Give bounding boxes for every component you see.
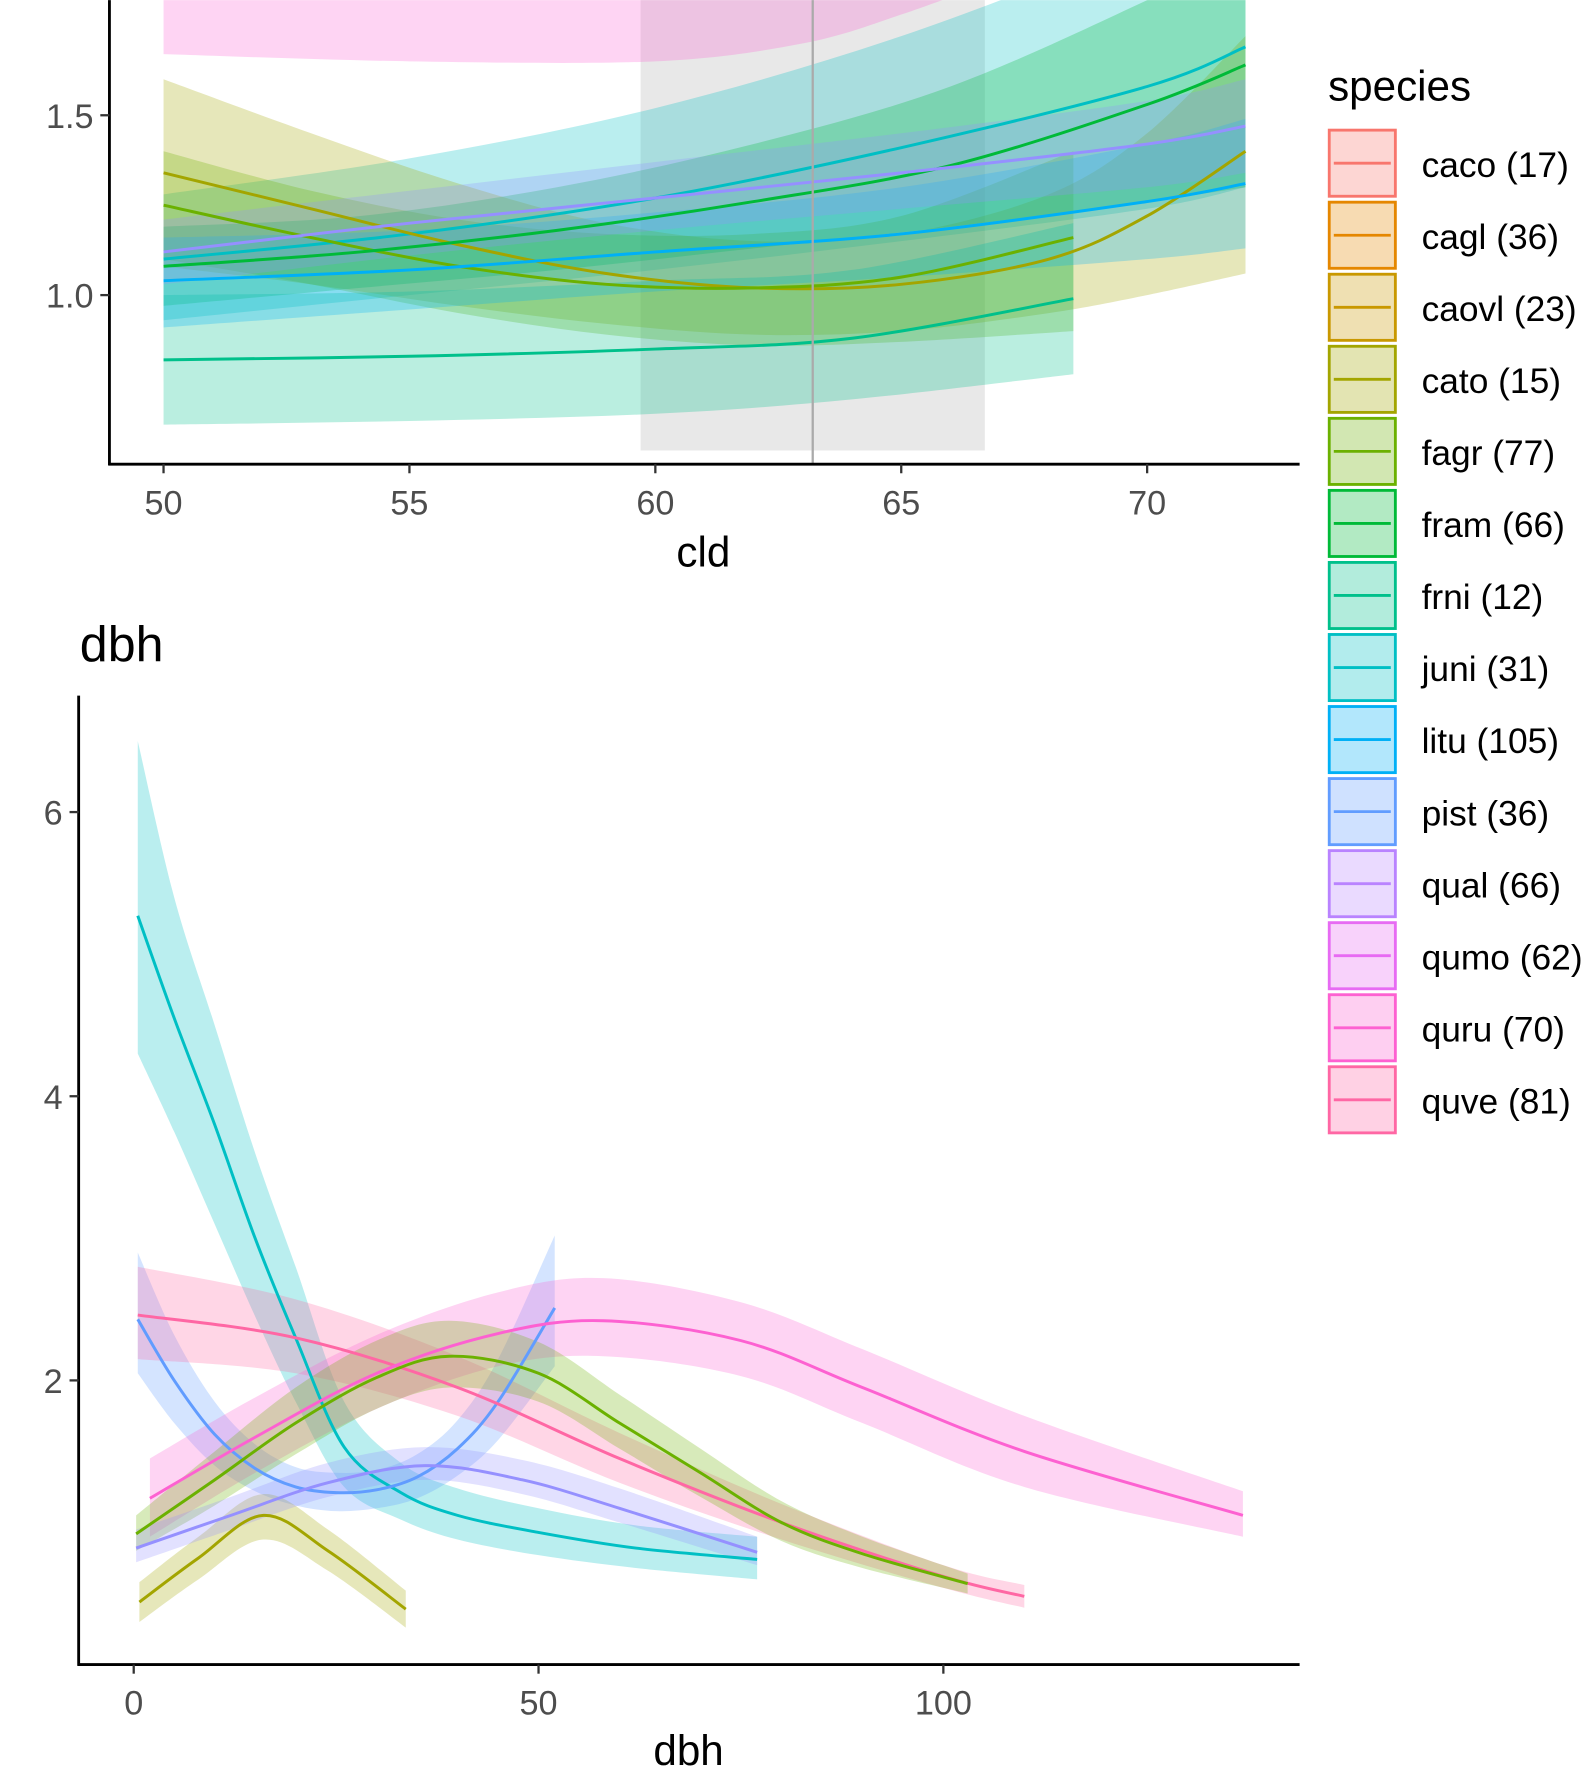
legend-label: frni (12) bbox=[1422, 578, 1544, 617]
legend-label: litu (105) bbox=[1422, 722, 1559, 761]
y-tick-label: 1.0 bbox=[46, 278, 94, 316]
legend-item: fagr (77) bbox=[1327, 416, 1556, 486]
y-tick-label: 1.5 bbox=[46, 98, 94, 136]
ribbon-quru bbox=[163, 0, 943, 63]
legend-label: caovl (23) bbox=[1422, 290, 1577, 329]
line-pist bbox=[136, 1307, 556, 1495]
legend-label: juni (31) bbox=[1421, 650, 1550, 689]
x-tick-label: 70 bbox=[1128, 484, 1166, 522]
legend-item: caco (17) bbox=[1327, 128, 1569, 198]
ribbon-juni bbox=[137, 741, 758, 1580]
legend-label: quru (70) bbox=[1422, 1010, 1565, 1049]
line-frni bbox=[163, 297, 1074, 362]
dbh-plot-area bbox=[135, 741, 1244, 1628]
line-litu bbox=[163, 182, 1246, 283]
line-qual bbox=[163, 124, 1246, 254]
ribbon-qual bbox=[136, 1447, 758, 1566]
legend-label: qual (66) bbox=[1422, 866, 1561, 905]
legend-item: qual (66) bbox=[1327, 849, 1561, 919]
legend-label: cato (15) bbox=[1422, 362, 1561, 401]
legend-item: fram (66) bbox=[1327, 488, 1565, 558]
legend-item: juni (31) bbox=[1327, 633, 1550, 703]
dbh-panel-title: dbh bbox=[80, 616, 164, 672]
y-tick-label: 6 bbox=[44, 795, 63, 833]
legend-item: pist (36) bbox=[1327, 777, 1550, 847]
line-qual bbox=[135, 1464, 758, 1554]
line-cato bbox=[138, 1513, 407, 1611]
legend-label: cagl (36) bbox=[1422, 218, 1559, 257]
legend-item: quru (70) bbox=[1327, 993, 1565, 1063]
legend-label: fram (66) bbox=[1422, 506, 1565, 545]
line-fram bbox=[163, 63, 1247, 268]
cld-ticks: 50 55 60 65 70 1.0 1.5 bbox=[46, 98, 1166, 523]
legend-item: qumo (62) bbox=[1327, 921, 1583, 991]
legend-title: species bbox=[1328, 62, 1471, 109]
ribbon-litu bbox=[163, 118, 1246, 328]
legend-label: caco (17) bbox=[1422, 146, 1569, 185]
line-fagr bbox=[163, 203, 1074, 290]
x-tick-label: 60 bbox=[636, 484, 674, 522]
legend-label: quve (81) bbox=[1422, 1082, 1571, 1121]
legend-item: quve (81) bbox=[1327, 1065, 1571, 1135]
line-quru bbox=[149, 1319, 1244, 1517]
cld-x-axis-label: cld bbox=[676, 529, 730, 576]
line-juni bbox=[136, 915, 758, 1561]
legend-item: caovl (23) bbox=[1327, 272, 1577, 342]
ribbon-pist bbox=[137, 1235, 555, 1512]
x-tick-label: 55 bbox=[390, 484, 428, 522]
y-tick-label: 4 bbox=[44, 1079, 63, 1117]
ribbon-quru bbox=[149, 1277, 1243, 1537]
legend-item: litu (105) bbox=[1327, 705, 1559, 775]
legend-item: cagl (36) bbox=[1327, 200, 1559, 270]
y-tick-label: 2 bbox=[44, 1363, 63, 1401]
legend-label: pist (36) bbox=[1422, 794, 1550, 833]
ribbon-frni bbox=[163, 223, 1074, 425]
legend-label: qumo (62) bbox=[1422, 938, 1583, 977]
x-tick-label: 65 bbox=[882, 484, 920, 522]
x-tick-label: 50 bbox=[520, 1685, 558, 1723]
legend-label: fagr (77) bbox=[1422, 434, 1556, 473]
x-tick-label: 0 bbox=[124, 1685, 143, 1723]
dbh-panel: dbh 0 50 100 2 4 6 dbh bbox=[44, 616, 1300, 1774]
dbh-x-axis-label: dbh bbox=[653, 1727, 723, 1774]
dbh-ticks: 0 50 100 2 4 6 bbox=[44, 795, 972, 1723]
line-juni bbox=[163, 45, 1247, 261]
ribbon-fagr bbox=[163, 151, 1074, 346]
line-fagr bbox=[135, 1354, 969, 1586]
legend-item: frni (12) bbox=[1327, 560, 1544, 630]
cld-panel: 50 55 60 65 70 1.0 1.5 cld bbox=[46, 0, 1300, 576]
x-tick-label: 100 bbox=[915, 1685, 972, 1723]
legend: species caco (17) cagl (36) caovl (23) cato… bbox=[1327, 62, 1583, 1135]
ribbon-quve bbox=[137, 1266, 1025, 1608]
legend-item: cato (15) bbox=[1327, 344, 1561, 414]
cld-plot-area bbox=[163, 0, 1247, 465]
x-tick-label: 50 bbox=[145, 484, 183, 522]
